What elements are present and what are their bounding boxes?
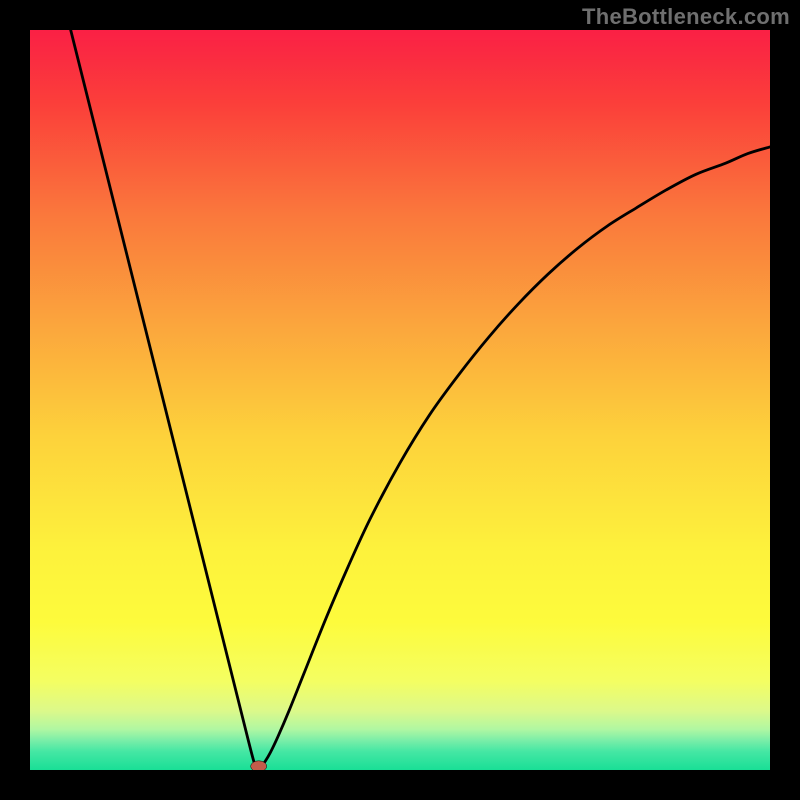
plot-svg xyxy=(30,30,770,770)
plot-area xyxy=(30,30,770,770)
chart-container: TheBottleneck.com xyxy=(0,0,800,800)
gradient-background xyxy=(30,30,770,770)
optimum-marker xyxy=(251,761,267,770)
watermark-text: TheBottleneck.com xyxy=(582,4,790,30)
